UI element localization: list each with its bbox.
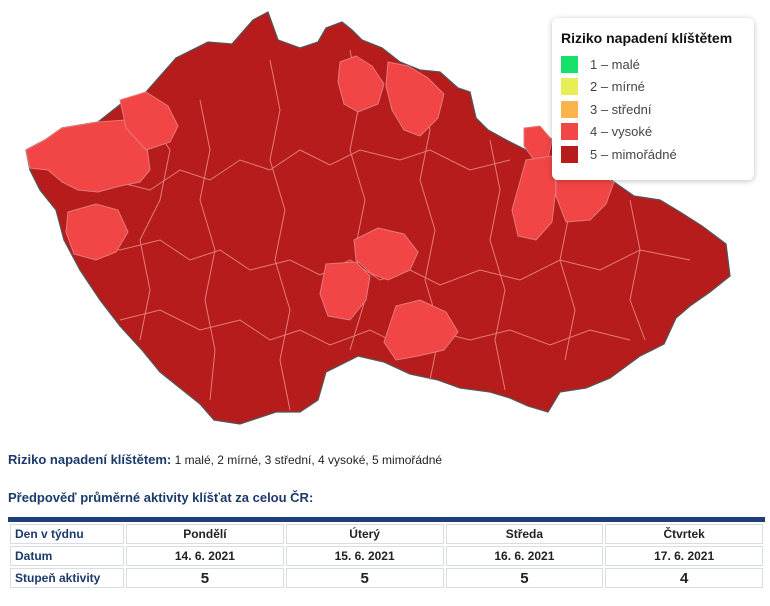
row-label-level: Stupeň aktivity [10, 568, 124, 588]
district-level4-tachov [65, 203, 129, 261]
legend-label-1: 1 – malé [590, 56, 640, 72]
cell-day: Středa [445, 524, 604, 544]
czech-republic-map [25, 11, 731, 425]
cell-date: 14. 6. 2021 [126, 546, 284, 566]
legend-item-3: 3 – střední [561, 98, 746, 121]
legend-item-1: 1 – malé [561, 53, 746, 76]
cell-date: 15. 6. 2021 [285, 546, 444, 566]
risk-scale-text: 1 malé, 2 mírné, 3 střední, 4 vysoké, 5 … [174, 453, 443, 467]
legend-swatch-5 [561, 145, 578, 163]
risk-scale-description: Riziko napadení klíštětem: 1 malé, 2 mír… [8, 452, 442, 467]
legend-swatch-3 [561, 100, 578, 118]
map-legend: Riziko napadení klíštětem 1 – malé 2 – m… [552, 18, 754, 180]
table-row-date: Datum 14. 6. 2021 15. 6. 2021 16. 6. 202… [10, 546, 763, 566]
table-row-level: Stupeň aktivity 5 5 5 4 [10, 568, 763, 588]
forecast-title: Předpověď průměrné aktivity klíšťat za c… [8, 490, 314, 505]
district-level4-jablonec [385, 61, 445, 137]
cell-level: 5 [126, 568, 284, 588]
row-label-date: Datum [10, 546, 124, 566]
risk-map: Riziko napadení klíštětem 1 – malé 2 – m… [25, 11, 754, 425]
legend-label-3: 3 – střední [590, 101, 652, 117]
legend-swatch-4 [561, 123, 578, 141]
legend-label-4: 4 – vysoké [590, 124, 653, 140]
legend-swatch-2 [561, 78, 578, 96]
cell-date: 17. 6. 2021 [605, 546, 763, 566]
legend-item-4: 4 – vysoké [561, 121, 746, 144]
cell-level: 4 [605, 568, 763, 588]
cell-date: 16. 6. 2021 [445, 546, 604, 566]
cell-day: Úterý [285, 524, 444, 544]
district-level4-liberec [337, 55, 385, 113]
cell-level: 5 [285, 568, 444, 588]
legend-label-2: 2 – mírné [590, 79, 645, 95]
district-level4-sokolov [119, 91, 179, 151]
cell-level: 5 [445, 568, 604, 588]
district-level4-jindrichuv-hradec [383, 299, 459, 361]
risk-scale-label: Riziko napadení klíštětem: [8, 452, 172, 467]
district-level4-benesov [353, 227, 419, 281]
legend-item-2: 2 – mírné [561, 76, 746, 99]
cell-day: Pondělí [126, 524, 284, 544]
legend-label-5: 5 – mimořádné [590, 146, 677, 162]
forecast-table: Den v týdnu Pondělí Úterý Středa Čtvrtek… [8, 517, 765, 590]
legend-title: Riziko napadení klíštětem [561, 30, 733, 46]
legend-swatch-1 [561, 55, 578, 73]
legend-item-5: 5 – mimořádné [561, 143, 746, 166]
cell-day: Čtvrtek [605, 524, 763, 544]
country-outline [25, 11, 731, 425]
district-level4-tabor [319, 261, 371, 321]
district-level4-karlovy-vary [25, 119, 151, 193]
table-row-day: Den v týdnu Pondělí Úterý Středa Čtvrtek [10, 524, 763, 544]
row-label-day: Den v týdnu [10, 524, 124, 544]
